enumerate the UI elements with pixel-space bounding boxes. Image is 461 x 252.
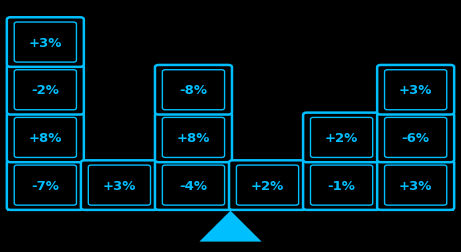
FancyBboxPatch shape bbox=[377, 66, 454, 115]
FancyBboxPatch shape bbox=[377, 113, 454, 163]
FancyBboxPatch shape bbox=[384, 118, 447, 158]
FancyBboxPatch shape bbox=[311, 118, 372, 158]
FancyBboxPatch shape bbox=[155, 113, 232, 163]
FancyBboxPatch shape bbox=[377, 161, 454, 210]
Text: -6%: -6% bbox=[402, 131, 430, 144]
FancyBboxPatch shape bbox=[14, 118, 77, 158]
Text: +3%: +3% bbox=[103, 179, 136, 192]
FancyBboxPatch shape bbox=[14, 70, 77, 110]
FancyBboxPatch shape bbox=[236, 165, 299, 205]
FancyBboxPatch shape bbox=[162, 118, 225, 158]
FancyBboxPatch shape bbox=[14, 165, 77, 205]
FancyBboxPatch shape bbox=[162, 70, 225, 110]
FancyBboxPatch shape bbox=[303, 113, 380, 163]
FancyBboxPatch shape bbox=[384, 70, 447, 110]
FancyBboxPatch shape bbox=[162, 165, 225, 205]
Text: -1%: -1% bbox=[328, 179, 355, 192]
Text: +8%: +8% bbox=[177, 131, 210, 144]
Text: -7%: -7% bbox=[31, 179, 59, 192]
Text: -4%: -4% bbox=[179, 179, 207, 192]
Text: +2%: +2% bbox=[325, 131, 358, 144]
FancyBboxPatch shape bbox=[7, 161, 84, 210]
FancyBboxPatch shape bbox=[155, 66, 232, 115]
FancyBboxPatch shape bbox=[155, 161, 232, 210]
Bar bbox=[7, 207, 454, 211]
FancyBboxPatch shape bbox=[384, 165, 447, 205]
FancyBboxPatch shape bbox=[89, 165, 150, 205]
FancyBboxPatch shape bbox=[7, 113, 84, 163]
Text: +2%: +2% bbox=[251, 179, 284, 192]
Text: +3%: +3% bbox=[29, 37, 62, 49]
Text: -2%: -2% bbox=[31, 84, 59, 97]
FancyBboxPatch shape bbox=[81, 161, 158, 210]
FancyBboxPatch shape bbox=[14, 23, 77, 63]
Text: -8%: -8% bbox=[179, 84, 207, 97]
Text: +3%: +3% bbox=[399, 84, 432, 97]
Text: +8%: +8% bbox=[29, 131, 62, 144]
FancyBboxPatch shape bbox=[229, 161, 306, 210]
Text: +3%: +3% bbox=[399, 179, 432, 192]
FancyBboxPatch shape bbox=[7, 66, 84, 115]
FancyBboxPatch shape bbox=[303, 161, 380, 210]
FancyBboxPatch shape bbox=[7, 18, 84, 68]
FancyBboxPatch shape bbox=[311, 165, 372, 205]
Polygon shape bbox=[200, 211, 261, 242]
